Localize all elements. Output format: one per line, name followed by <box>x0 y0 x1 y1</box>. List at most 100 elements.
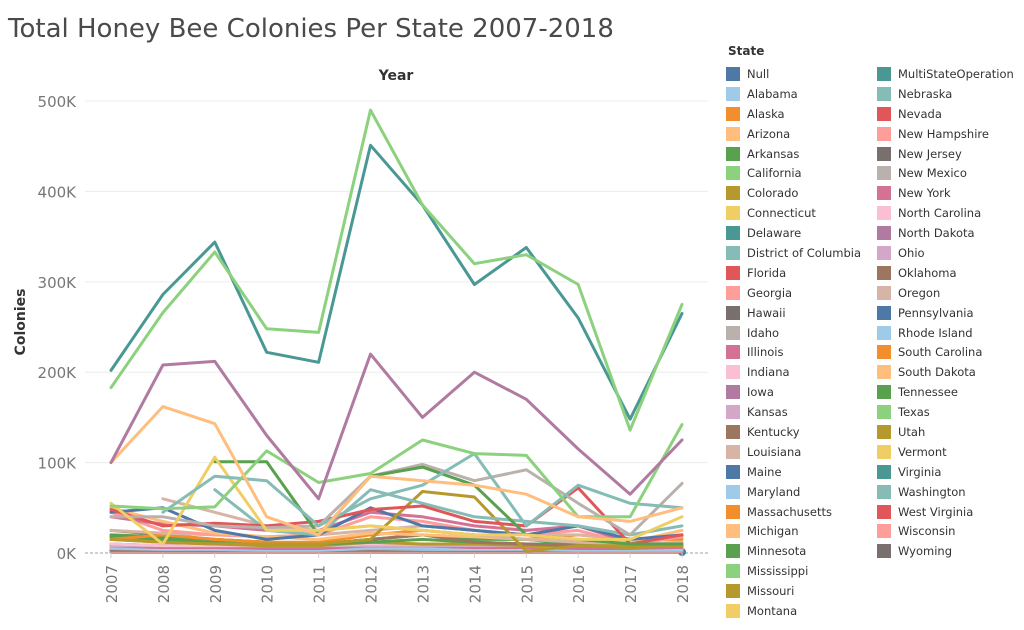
legend-item-new-hampshire[interactable]: New Hampshire <box>877 124 1014 144</box>
legend-item-maine[interactable]: Maine <box>726 462 861 482</box>
legend-item-west-virginia[interactable]: West Virginia <box>877 502 1014 522</box>
legend-label: Wisconsin <box>898 524 956 539</box>
legend-swatch <box>877 424 891 439</box>
legend-label: Rhode Island <box>898 325 973 340</box>
legend-item-colorado[interactable]: Colorado <box>726 183 861 203</box>
legend-item-null[interactable]: Null <box>726 64 861 84</box>
legend-swatch <box>726 305 740 320</box>
series-line-california <box>109 108 684 432</box>
legend-label: Pennsylvania <box>898 305 974 320</box>
legend-item-texas[interactable]: Texas <box>877 402 1014 422</box>
legend-swatch <box>877 226 891 241</box>
legend-item-washington[interactable]: Washington <box>877 482 1014 502</box>
legend-item-michigan[interactable]: Michigan <box>726 521 861 541</box>
legend-item-nebraska[interactable]: Nebraska <box>877 84 1014 104</box>
legend-item-wyoming[interactable]: Wyoming <box>877 541 1014 561</box>
legend-swatch <box>726 106 740 121</box>
legend-swatch <box>877 325 891 340</box>
legend-item-iowa[interactable]: Iowa <box>726 382 861 402</box>
legend-label: West Virginia <box>898 504 974 519</box>
legend-label: Nevada <box>898 106 942 121</box>
legend-item-multistateoperation[interactable]: MultiStateOperation <box>877 64 1014 84</box>
legend-item-tennessee[interactable]: Tennessee <box>877 382 1014 402</box>
legend-swatch <box>877 524 891 539</box>
legend-swatch <box>877 305 891 320</box>
legend-item-louisiana[interactable]: Louisiana <box>726 442 861 462</box>
legend-item-alaska[interactable]: Alaska <box>726 104 861 124</box>
legend-item-oklahoma[interactable]: Oklahoma <box>877 263 1014 283</box>
legend-label: Oregon <box>898 285 941 300</box>
legend-item-hawaii[interactable]: Hawaii <box>726 303 861 323</box>
legend-swatch <box>877 345 891 360</box>
legend-swatch <box>726 126 740 141</box>
x-tick-label: 2008 <box>155 565 173 603</box>
legend-swatch <box>726 544 740 559</box>
legend-item-north-dakota[interactable]: North Dakota <box>877 223 1014 243</box>
legend-swatch <box>726 504 740 519</box>
legend-item-california[interactable]: California <box>726 163 861 183</box>
legend-label: New York <box>898 186 951 201</box>
legend-swatch <box>726 285 740 300</box>
legend-item-arkansas[interactable]: Arkansas <box>726 144 861 164</box>
legend-swatch <box>726 86 740 101</box>
legend-item-arizona[interactable]: Arizona <box>726 124 861 144</box>
legend-label: Montana <box>747 603 798 618</box>
legend-item-ohio[interactable]: Ohio <box>877 243 1014 263</box>
legend-swatch <box>726 524 740 539</box>
legend-swatch <box>726 206 740 221</box>
legend-item-south-dakota[interactable]: South Dakota <box>877 362 1014 382</box>
legend-item-north-carolina[interactable]: North Carolina <box>877 203 1014 223</box>
legend-item-minnesota[interactable]: Minnesota <box>726 541 861 561</box>
legend-label: California <box>747 166 802 181</box>
legend-item-utah[interactable]: Utah <box>877 422 1014 442</box>
legend-item-new-mexico[interactable]: New Mexico <box>877 163 1014 183</box>
legend-item-pennsylvania[interactable]: Pennsylvania <box>877 303 1014 323</box>
legend-item-delaware[interactable]: Delaware <box>726 223 861 243</box>
legend-item-massachusetts[interactable]: Massachusetts <box>726 502 861 522</box>
legend-item-montana[interactable]: Montana <box>726 601 861 621</box>
legend-item-indiana[interactable]: Indiana <box>726 362 861 382</box>
legend-item-new-jersey[interactable]: New Jersey <box>877 144 1014 164</box>
legend-label: Colorado <box>747 186 799 201</box>
x-tick-label: 2011 <box>311 565 329 603</box>
legend-item-missouri[interactable]: Missouri <box>726 581 861 601</box>
legend-swatch <box>726 603 740 618</box>
legend-item-rhode-island[interactable]: Rhode Island <box>877 323 1014 343</box>
legend-item-connecticut[interactable]: Connecticut <box>726 203 861 223</box>
legend-item-kansas[interactable]: Kansas <box>726 402 861 422</box>
legend-label: Washington <box>898 484 966 499</box>
series-line-georgia <box>109 510 684 546</box>
legend-label: Oklahoma <box>898 265 957 280</box>
legend-item-kentucky[interactable]: Kentucky <box>726 422 861 442</box>
legend-item-south-carolina[interactable]: South Carolina <box>877 342 1014 362</box>
x-tick-label: 2010 <box>259 565 277 603</box>
series-minnesota <box>213 460 684 546</box>
legend-label: Kansas <box>747 405 788 420</box>
legend-swatch <box>877 365 891 380</box>
legend-swatch <box>726 66 740 81</box>
legend-swatch <box>877 405 891 420</box>
legend-item-new-york[interactable]: New York <box>877 183 1014 203</box>
legend-item-vermont[interactable]: Vermont <box>877 442 1014 462</box>
legend-item-virginia[interactable]: Virginia <box>877 462 1014 482</box>
legend-item-idaho[interactable]: Idaho <box>726 323 861 343</box>
legend-item-georgia[interactable]: Georgia <box>726 283 861 303</box>
legend-swatch <box>877 86 891 101</box>
legend-item-oregon[interactable]: Oregon <box>877 283 1014 303</box>
legend-item-illinois[interactable]: Illinois <box>726 342 861 362</box>
legend-item-wisconsin[interactable]: Wisconsin <box>877 521 1014 541</box>
chart-title: Total Honey Bee Colonies Per State 2007-… <box>8 14 614 44</box>
legend-item-maryland[interactable]: Maryland <box>726 482 861 502</box>
x-tick-label: 2017 <box>622 565 640 603</box>
legend-item-district-of-columbia[interactable]: District of Columbia <box>726 243 861 263</box>
legend-column: Null Alabama Alaska Arizona Arkansas Californ… <box>726 64 861 621</box>
legend-label: South Dakota <box>898 365 976 380</box>
legend-swatch <box>877 166 891 181</box>
legend-column: MultiStateOperation Nebraska Nevada New Ham… <box>877 64 1014 561</box>
legend-item-nevada[interactable]: Nevada <box>877 104 1014 124</box>
legend-item-alabama[interactable]: Alabama <box>726 84 861 104</box>
series-line-missouri <box>109 490 684 553</box>
legend-swatch <box>877 504 891 519</box>
legend-item-florida[interactable]: Florida <box>726 263 861 283</box>
legend-item-mississippi[interactable]: Mississippi <box>726 561 861 581</box>
